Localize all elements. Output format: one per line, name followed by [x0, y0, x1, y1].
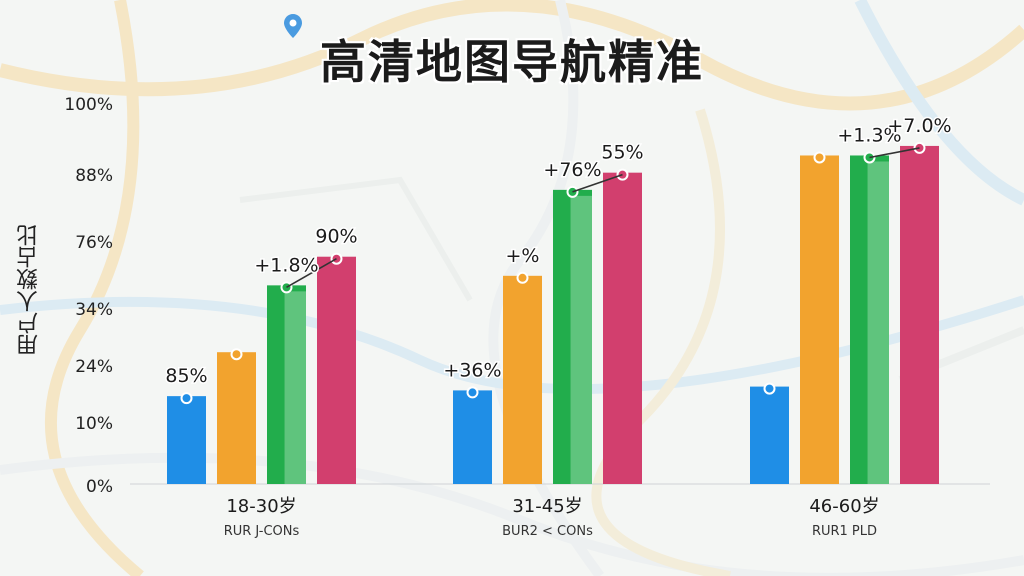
y-tick-label: 100%	[64, 95, 113, 115]
x-tick-sublabel: RUR J-CONs	[224, 524, 300, 539]
bar	[217, 352, 256, 484]
bar	[750, 386, 789, 484]
x-tick-label: 31-45岁	[512, 496, 582, 517]
bar	[317, 256, 356, 484]
bar	[553, 189, 592, 485]
data-label: 55%	[601, 142, 643, 164]
bar	[167, 396, 206, 484]
chart-title: 高清地图导航精准	[320, 35, 704, 89]
data-label: +1.3%	[837, 124, 901, 146]
x-tick-label: 18-30岁	[226, 496, 296, 517]
data-label: +%	[506, 245, 540, 267]
bar-highlight	[570, 195, 592, 485]
x-tick-sublabel: BUR2 < CONs	[502, 524, 593, 539]
y-tick-label: 10%	[75, 414, 113, 434]
bar-marker	[516, 271, 529, 284]
data-label: 85%	[165, 365, 207, 387]
trend-line	[572, 173, 623, 193]
annotations: 85% +1.8% 90% +36% +% +76%55% +1.3%+7.0%	[164, 113, 953, 388]
bar-highlight	[867, 161, 889, 485]
bar	[850, 155, 889, 485]
data-label: +1.8%	[254, 254, 318, 276]
data-label: +7.0%	[887, 115, 951, 137]
bar-marker	[180, 392, 193, 405]
x-tick-label: 46-60岁	[809, 496, 879, 517]
map-pin-icon	[284, 14, 302, 38]
y-axis: 0% 10% 24% 34% 76% 88% 100%	[64, 95, 990, 497]
data-label: +76%	[543, 159, 601, 181]
bar-highlight	[284, 291, 306, 484]
bar	[503, 275, 542, 484]
bar	[800, 155, 839, 485]
y-axis-label: 用户人数占比	[17, 224, 42, 356]
bar	[603, 172, 642, 485]
y-tick-label: 88%	[75, 166, 113, 186]
x-tick-sublabel: RUR1 PLD	[812, 524, 877, 539]
bar	[900, 145, 939, 484]
y-tick-label: 34%	[75, 300, 113, 320]
x-axis-labels: 18-30岁 RUR J-CONs 31-45岁 BUR2 < CONs 46-60岁 R…	[224, 496, 880, 539]
data-label: +36%	[443, 359, 501, 381]
bar-marker	[813, 151, 826, 164]
trend-line	[869, 147, 920, 159]
bar	[453, 390, 492, 484]
trend-line	[286, 258, 337, 289]
bars	[167, 141, 939, 485]
bar	[267, 285, 306, 484]
y-tick-label: 76%	[75, 233, 113, 253]
y-tick-label: 24%	[75, 357, 113, 377]
bar-marker	[230, 348, 243, 361]
bar-marker	[466, 386, 479, 399]
data-label: 90%	[315, 226, 357, 248]
y-tick-label: 0%	[86, 477, 113, 497]
bar-marker	[763, 382, 776, 395]
